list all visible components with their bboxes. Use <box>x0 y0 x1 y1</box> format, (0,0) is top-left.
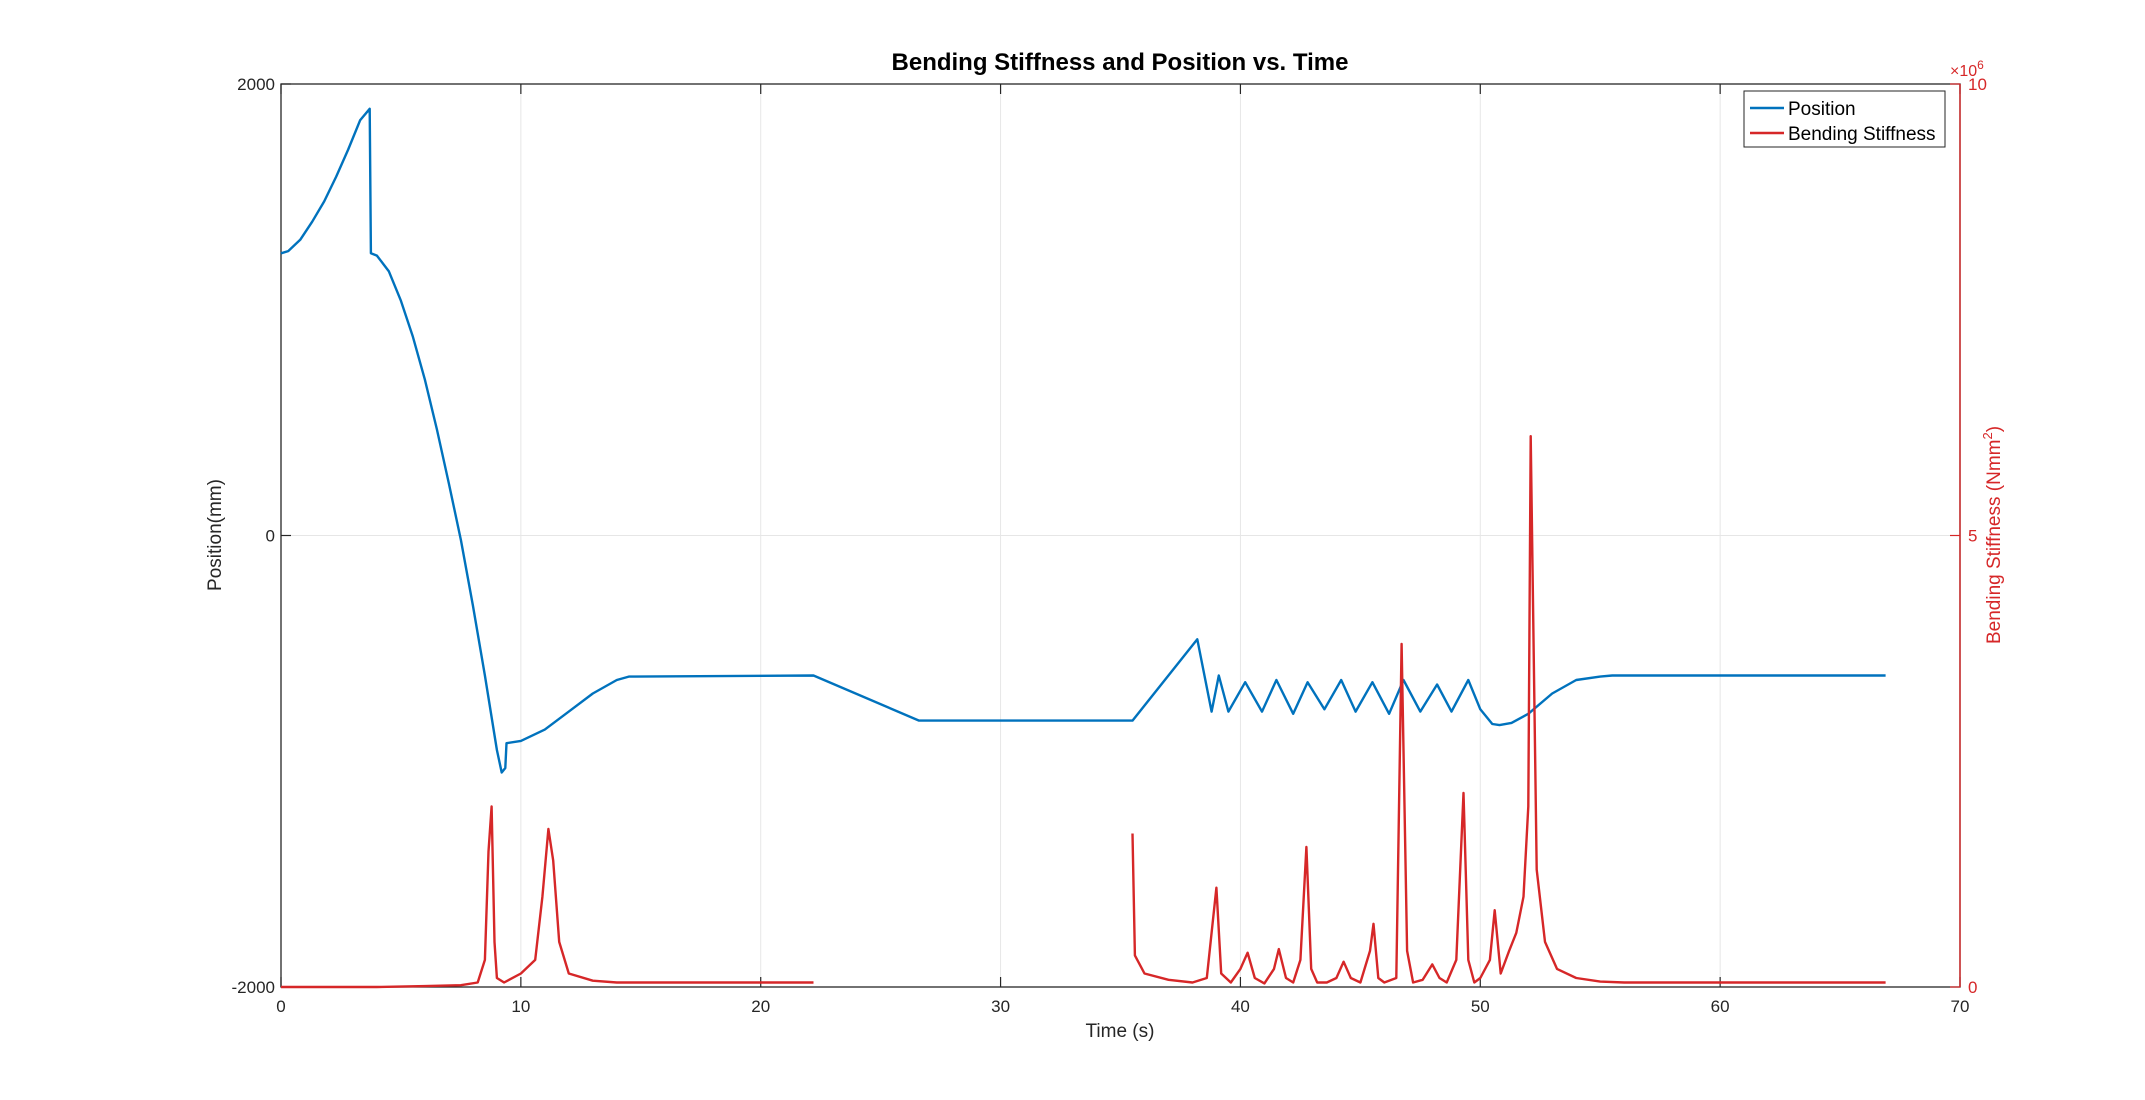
legend-box <box>1743 90 1946 148</box>
x-axis-label: Time (s) <box>1086 1021 1155 1042</box>
legend-label-position: Position <box>1788 99 1856 120</box>
chart-title: Bending Stiffness and Position vs. Time <box>892 49 1349 76</box>
x-tick-label: 60 <box>1711 997 1730 1016</box>
legend-label-bending-stiffness: Bending Stiffness <box>1788 124 1936 145</box>
right-y-axis-label-close: ) <box>1984 426 2005 432</box>
x-tick-label: 50 <box>1471 997 1490 1016</box>
x-tick-label: 40 <box>1231 997 1250 1016</box>
right-axis-exponent-base: ×10 <box>1950 63 1977 80</box>
left-y-axis-ticks: -2000 0 2000 <box>232 75 291 997</box>
right-axis-exponent: ×106 <box>1950 58 1984 80</box>
x-tick-label: 70 <box>1951 997 1970 1016</box>
left-y-tick-label: 0 <box>266 527 275 546</box>
series-line-position <box>280 107 1886 774</box>
right-y-axis-ticks: 0 5 10 <box>1950 75 1987 997</box>
right-y-axis-label: Bending Stiffness (Nmm2) <box>1980 426 2005 644</box>
right-y-axis-label-main: Bending Stiffness (Nmm <box>1984 440 2005 645</box>
x-axis-ticks: 0 10 20 30 40 50 60 70 <box>276 84 1969 1016</box>
series-line-bending-stiffness <box>281 435 1886 989</box>
left-y-tick-label: -2000 <box>232 978 275 997</box>
x-tick-label: 20 <box>751 997 770 1016</box>
left-y-axis-label: Position(mm) <box>205 479 226 591</box>
right-y-tick-label: 10 <box>1968 75 1987 94</box>
series-lines <box>280 107 1886 989</box>
x-tick-label: 30 <box>991 997 1010 1016</box>
x-tick-label: 0 <box>276 997 285 1016</box>
right-axis-exponent-power: 6 <box>1977 58 1984 72</box>
x-tick-label: 10 <box>511 997 530 1016</box>
legend: Position Bending Stiffness <box>1743 90 1946 148</box>
left-y-tick-label: 2000 <box>237 75 275 94</box>
right-y-axis-label-superscript: 2 <box>1980 432 1995 439</box>
right-y-tick-label: 5 <box>1968 527 1977 546</box>
grid-lines <box>281 84 1960 987</box>
right-y-tick-label: 0 <box>1968 978 1977 997</box>
